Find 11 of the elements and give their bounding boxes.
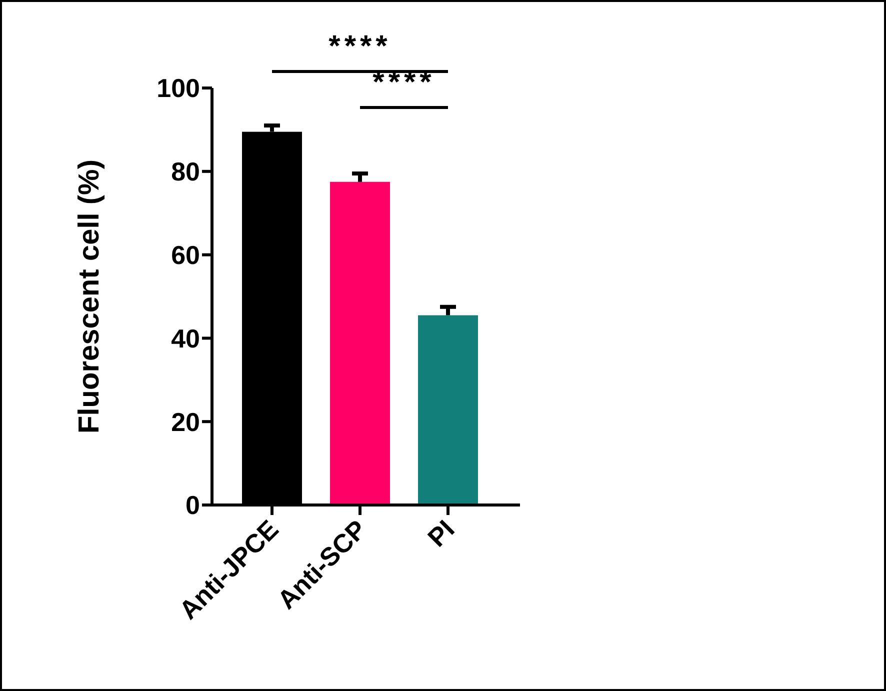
text: **** — [328, 30, 392, 64]
y-tick-label: 100 — [156, 73, 200, 104]
y-tick-label: 20 — [171, 406, 200, 437]
y-tick-label: 80 — [171, 156, 200, 187]
y-tick-label: 60 — [171, 240, 200, 270]
bar — [418, 315, 478, 505]
bar — [330, 182, 390, 505]
y-tick-label: 0 — [186, 490, 200, 520]
y-tick-label: 40 — [171, 323, 200, 354]
x-tick-label: PI — [422, 514, 460, 553]
y-axis-title: Fluorescent cell (%) — [73, 160, 106, 434]
